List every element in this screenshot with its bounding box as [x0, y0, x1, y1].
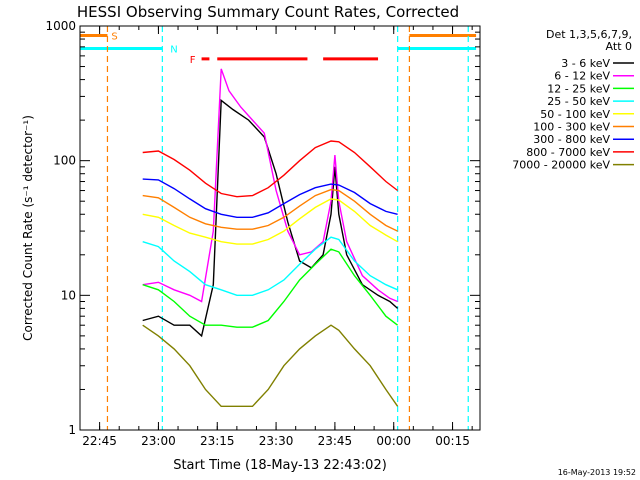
series-line-8	[142, 324, 399, 407]
legend-label-7: 800 - 7000 keV	[526, 146, 610, 159]
x-tick-label: 23:15	[200, 434, 235, 448]
series-line-7	[142, 140, 399, 198]
series-line-0	[142, 99, 399, 338]
series-line-6	[142, 178, 398, 219]
legend-label-4: 50 - 100 keV	[540, 108, 610, 121]
x-tick-label: 23:45	[318, 434, 353, 448]
series-line-2	[142, 248, 399, 328]
legend-header-line-2: Att 0	[606, 40, 632, 53]
x-axis: 22:45 23:00 23:15 23:30 23:45 00:00 00:15	[79, 26, 473, 448]
timestamp: 16-May-2013 19:52	[558, 468, 636, 477]
y-axis-label: Corrected Count Rate (s⁻¹ detector⁻¹)	[21, 115, 35, 341]
x-tick-label: 23:30	[259, 434, 294, 448]
legend-header-line-1: Det 1,3,5,6,7,9,	[546, 28, 632, 41]
flag-n-label: N	[170, 45, 177, 56]
flag-s-label: S	[111, 32, 117, 43]
plot-frame	[79, 25, 481, 431]
y-axis: 1 10 100 1000	[45, 19, 480, 437]
x-tick-label: 00:00	[376, 434, 411, 448]
legend-label-2: 12 - 25 keV	[547, 82, 610, 95]
legend-label-5: 100 - 300 keV	[533, 121, 610, 134]
x-tick-label: 22:45	[82, 434, 117, 448]
series-line-4	[142, 198, 398, 245]
legend-label-1: 6 - 12 keV	[554, 70, 610, 83]
series-lines	[142, 68, 399, 407]
legend-label-0: 3 - 6 keV	[561, 57, 610, 70]
x-axis-label: Start Time (18-May-13 22:43:02)	[173, 458, 387, 473]
chart-title: HESSI Observing Summary Count Rates, Cor…	[77, 3, 459, 21]
series-line-1	[142, 68, 398, 303]
x-tick-label: 23:00	[141, 434, 176, 448]
flag-bars: S N F	[80, 32, 477, 66]
y-tick-label: 1	[68, 423, 76, 437]
plot-area: S N F	[80, 26, 477, 430]
flag-f-label: F	[190, 55, 196, 66]
y-tick-label: 10	[61, 288, 76, 302]
series-line-5	[142, 188, 398, 232]
series-line-3	[142, 236, 398, 296]
legend-label-3: 25 - 50 keV	[547, 95, 610, 108]
marker-lines	[106, 26, 469, 430]
y-tick-label: 1000	[45, 19, 76, 33]
x-tick-label: 00:15	[435, 434, 470, 448]
y-tick-label: 100	[53, 154, 76, 168]
legend-label-6: 300 - 800 keV	[533, 133, 610, 146]
legend-label-8: 7000 - 20000 keV	[512, 159, 610, 172]
